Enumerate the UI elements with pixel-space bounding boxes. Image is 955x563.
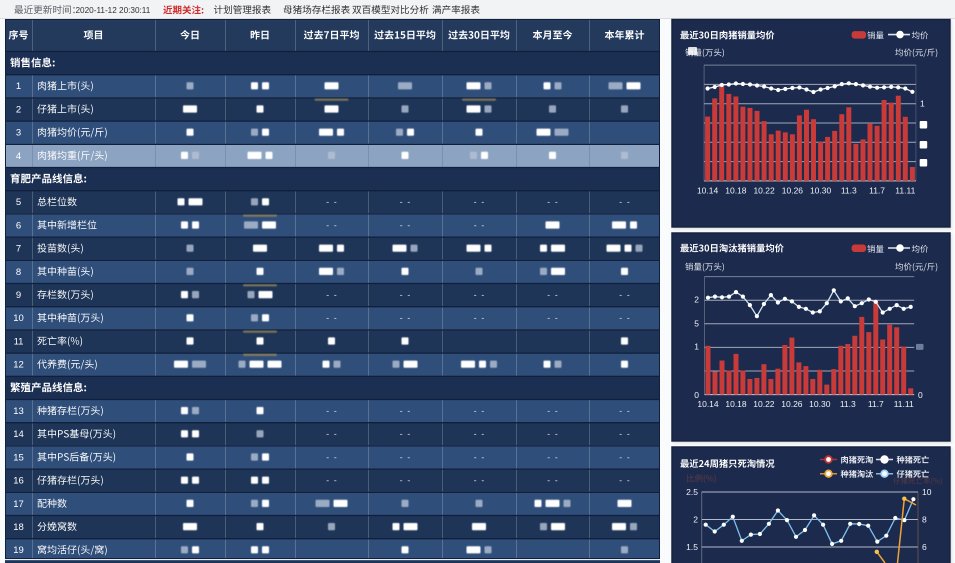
svg-text:1: 1: [694, 342, 699, 352]
svg-text:- -: - -: [474, 475, 485, 485]
svg-text:1: 1: [920, 99, 925, 109]
svg-text:- -: - -: [326, 452, 337, 462]
svg-text:10.30: 10.30: [809, 399, 831, 409]
svg-text:15: 15: [13, 452, 24, 463]
svg-text:- -: - -: [547, 313, 558, 323]
svg-text:- -: - -: [619, 429, 630, 439]
svg-text:- -: - -: [400, 220, 411, 230]
svg-text:2: 2: [16, 104, 21, 115]
svg-text:2: 2: [693, 515, 698, 525]
svg-text:- -: - -: [619, 452, 630, 462]
svg-text:13: 13: [13, 406, 24, 417]
svg-text:18: 18: [13, 522, 24, 533]
svg-text:- -: - -: [326, 429, 337, 439]
svg-text:10.30: 10.30: [810, 186, 832, 196]
svg-text:0: 0: [918, 390, 923, 400]
svg-text:2020-11-12 20:30:11: 2020-11-12 20:30:11: [76, 6, 151, 15]
svg-text:7: 7: [16, 244, 21, 255]
svg-text:17: 17: [13, 499, 24, 510]
svg-text:- -: - -: [400, 452, 411, 462]
svg-text:9: 9: [16, 290, 21, 301]
svg-text:1: 1: [16, 81, 21, 92]
svg-text:10.18: 10.18: [725, 186, 747, 196]
svg-text:4: 4: [16, 151, 21, 162]
svg-text:- -: - -: [400, 197, 411, 207]
svg-text:10.14: 10.14: [697, 399, 719, 409]
svg-text:5: 5: [16, 197, 21, 208]
svg-text:- -: - -: [400, 429, 411, 439]
svg-text:- -: - -: [619, 289, 630, 299]
svg-text:11.7: 11.7: [869, 186, 885, 196]
svg-text:19: 19: [13, 545, 24, 556]
svg-text:- -: - -: [326, 289, 337, 299]
svg-text:14: 14: [13, 429, 24, 440]
svg-text:8: 8: [922, 515, 927, 525]
svg-text:- -: - -: [326, 313, 337, 323]
svg-text:- -: - -: [474, 405, 485, 415]
svg-text:11.3: 11.3: [841, 186, 857, 196]
svg-text:- -: - -: [547, 475, 558, 485]
svg-text:- -: - -: [547, 452, 558, 462]
svg-text:11.3: 11.3: [840, 399, 856, 409]
svg-text:6: 6: [16, 220, 21, 231]
svg-text:- -: - -: [474, 313, 485, 323]
svg-text:- -: - -: [400, 475, 411, 485]
svg-text:11.11: 11.11: [895, 186, 915, 196]
svg-text:- -: - -: [400, 405, 411, 415]
svg-text:5: 5: [694, 318, 699, 328]
svg-text:11.11: 11.11: [894, 399, 914, 409]
svg-text:6: 6: [922, 542, 927, 552]
svg-text:10: 10: [13, 313, 24, 324]
svg-text:16: 16: [13, 476, 24, 487]
svg-text:10.18: 10.18: [725, 399, 747, 409]
svg-text:- -: - -: [400, 313, 411, 323]
svg-text:11: 11: [14, 336, 24, 347]
svg-text:- -: - -: [474, 289, 485, 299]
svg-text:10: 10: [922, 487, 932, 497]
svg-text:- -: - -: [474, 220, 485, 230]
svg-text:- -: - -: [547, 405, 558, 415]
svg-text:12: 12: [13, 360, 24, 371]
svg-text:- -: - -: [326, 220, 337, 230]
svg-text:10.26: 10.26: [782, 186, 804, 196]
svg-text:10.26: 10.26: [781, 399, 803, 409]
svg-text:- -: - -: [619, 475, 630, 485]
svg-text:11.7: 11.7: [868, 399, 884, 409]
svg-text:- -: - -: [474, 197, 485, 207]
svg-text:0: 0: [694, 390, 699, 400]
svg-text:- -: - -: [547, 429, 558, 439]
svg-text:10.14: 10.14: [697, 186, 719, 196]
svg-text:8: 8: [16, 267, 21, 278]
svg-text:- -: - -: [326, 405, 337, 415]
svg-text:10.22: 10.22: [753, 186, 775, 196]
svg-text:10.22: 10.22: [753, 399, 775, 409]
svg-text:- -: - -: [326, 197, 337, 207]
svg-text:- -: - -: [547, 289, 558, 299]
svg-text:- -: - -: [474, 429, 485, 439]
svg-text:2.5: 2.5: [686, 487, 698, 497]
svg-text:1.5: 1.5: [686, 542, 698, 552]
svg-text:2: 2: [694, 295, 699, 305]
svg-text:- -: - -: [400, 289, 411, 299]
svg-text:- -: - -: [474, 452, 485, 462]
svg-text:- -: - -: [619, 313, 630, 323]
svg-text:- -: - -: [326, 475, 337, 485]
svg-text:- -: - -: [547, 197, 558, 207]
svg-text:- -: - -: [619, 197, 630, 207]
svg-text:3: 3: [16, 128, 21, 139]
svg-text:- -: - -: [619, 405, 630, 415]
